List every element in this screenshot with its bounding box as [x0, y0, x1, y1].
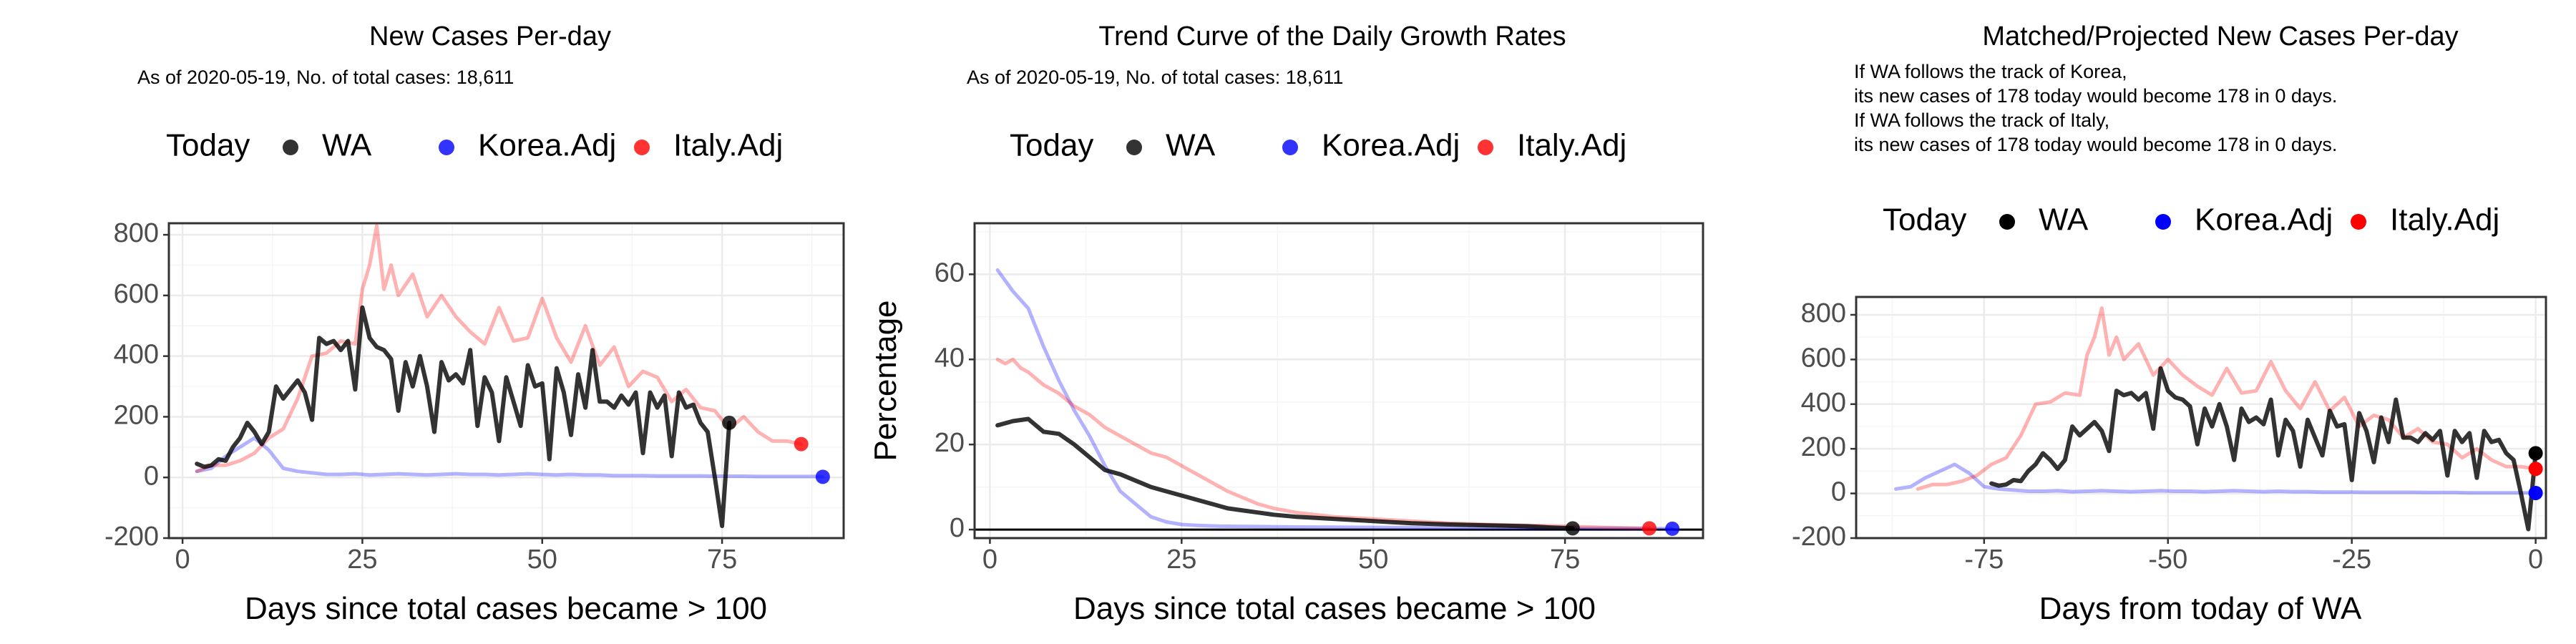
plot-border	[973, 222, 1704, 540]
chart-annotation-line: its new cases of 178 today would become …	[1854, 134, 2337, 155]
plot-border	[1855, 296, 2547, 540]
legend-label-korea: Korea.Adj	[1322, 128, 1460, 163]
x-tick-label: 0	[982, 545, 997, 575]
today-points	[722, 415, 830, 484]
y-tick-label: 400	[1801, 388, 1846, 418]
legend-label-wa: WA	[2039, 203, 2089, 238]
legend-swatch-wa	[1999, 214, 2015, 230]
chart-annotation-line: its new cases of 178 today would become …	[1854, 85, 2337, 107]
today-point-italy	[2528, 462, 2543, 477]
legend-label-korea: Korea.Adj	[2195, 203, 2333, 238]
series-line-wa	[195, 305, 732, 528]
x-axis-label: Days since total cases became > 100	[1073, 591, 1596, 626]
y-tick-label: 0	[950, 513, 965, 543]
y-tick-label: 800	[114, 218, 159, 248]
legend-title: Today	[166, 128, 250, 163]
chart-panel-3: Matched/Projected New Cases Per-day If WA…	[1792, 21, 2547, 626]
y-tick-label: -200	[104, 522, 159, 552]
series-lines	[195, 223, 825, 528]
chart-panel-2: Trend Curve of the Daily Growth Rates As …	[868, 21, 1704, 626]
y-tick-label: 800	[1801, 298, 1846, 328]
y-tick-label: 20	[935, 428, 965, 458]
y-tick-label: 0	[144, 461, 159, 491]
x-tick-label: 25	[347, 545, 377, 575]
x-axis-label: Days since total cases became > 100	[245, 591, 767, 626]
legend-swatch-wa	[1126, 140, 1142, 155]
chart-legend: Today WA Korea.Adj Italy.Adj	[1883, 203, 2499, 238]
plot-grid	[975, 223, 1703, 538]
y-tick-label: 600	[114, 279, 159, 309]
today-point-korea	[815, 469, 830, 484]
legend-title: Today	[1010, 128, 1093, 163]
today-point-korea	[1665, 521, 1680, 536]
x-tick-label: -75	[1964, 545, 2004, 575]
x-tick-label: 25	[1166, 545, 1196, 575]
legend-label-italy: Italy.Adj	[1517, 128, 1626, 163]
series-line-korea	[995, 268, 1674, 531]
legend-label-italy: Italy.Adj	[673, 128, 783, 163]
series-line-wa	[995, 416, 1575, 531]
legend-swatch-italy	[1478, 140, 1493, 155]
legend-title: Today	[1883, 203, 1966, 238]
y-tick-label: 0	[1831, 477, 1846, 507]
x-tick-label: -25	[2332, 545, 2371, 575]
y-tick-label: -200	[1792, 522, 1846, 552]
chart-subtitle: As of 2020-05-19, No. of total cases: 18…	[967, 67, 1343, 88]
today-point-italy	[1641, 521, 1657, 536]
series-line-italy	[195, 223, 804, 474]
today-points	[1565, 521, 1680, 536]
legend-swatch-italy	[634, 140, 650, 155]
x-tick-label: 0	[175, 545, 190, 575]
legend-label-italy: Italy.Adj	[2390, 203, 2499, 238]
legend-label-korea: Korea.Adj	[478, 128, 616, 163]
today-point-wa	[1565, 521, 1580, 536]
series-line-wa	[1989, 366, 2538, 532]
y-tick-label: 400	[114, 340, 159, 370]
x-tick-label: 50	[527, 545, 557, 575]
plot-border	[167, 222, 845, 540]
y-tick-label: 200	[1801, 432, 1846, 462]
today-point-italy	[794, 436, 809, 452]
today-point-wa	[2528, 446, 2543, 461]
legend-swatch-korea	[1282, 140, 1298, 155]
chart-legend: Today WA Korea.Adj Italy.Adj	[166, 128, 783, 163]
legend-swatch-korea	[2155, 214, 2171, 230]
y-tick-label: 200	[114, 400, 159, 430]
x-tick-label: -50	[2148, 545, 2187, 575]
today-points	[2528, 446, 2543, 500]
axes: -75 -50 -25 0 -200 0 200 400 600 800	[1792, 298, 2543, 575]
legend-swatch-wa	[283, 140, 298, 155]
legend-swatch-italy	[2351, 214, 2366, 230]
x-tick-label: 75	[707, 545, 737, 575]
axes: 0 25 50 75 -200 0 200 400 600 800	[104, 218, 737, 575]
legend-label-wa: WA	[1166, 128, 1216, 163]
today-point-wa	[722, 415, 737, 430]
axes: 0 25 50 75 0 20 40 60	[935, 258, 1581, 575]
chart-title: Trend Curve of the Daily Growth Rates	[1098, 21, 1566, 52]
x-tick-label: 75	[1550, 545, 1580, 575]
chart-annotation-line: If WA follows the track of Italy,	[1854, 109, 2109, 131]
today-point-korea	[2528, 485, 2543, 500]
series-lines	[995, 268, 1674, 531]
y-tick-label: 600	[1801, 343, 1846, 373]
chart-title: New Cases Per-day	[369, 21, 611, 52]
x-tick-label: 50	[1358, 545, 1388, 575]
x-tick-label: 0	[2528, 545, 2543, 575]
y-tick-label: 60	[935, 258, 965, 288]
y-axis-label: Percentage	[868, 300, 903, 461]
series-lines	[1894, 306, 2538, 532]
y-tick-label: 40	[935, 343, 965, 373]
legend-label-wa: WA	[322, 128, 372, 163]
chart-panel-1: New Cases Per-day As of 2020-05-19, No. o…	[104, 21, 845, 626]
chart-title: Matched/Projected New Cases Per-day	[1982, 21, 2458, 52]
chart-annotation-line: If WA follows the track of Korea,	[1854, 61, 2127, 82]
x-axis-label: Days from today of WA	[2039, 591, 2362, 626]
legend-swatch-korea	[439, 140, 454, 155]
chart-subtitle: As of 2020-05-19, No. of total cases: 18…	[137, 67, 514, 88]
series-line-korea	[1894, 462, 2538, 495]
chart-legend: Today WA Korea.Adj Italy.Adj	[1010, 128, 1626, 163]
